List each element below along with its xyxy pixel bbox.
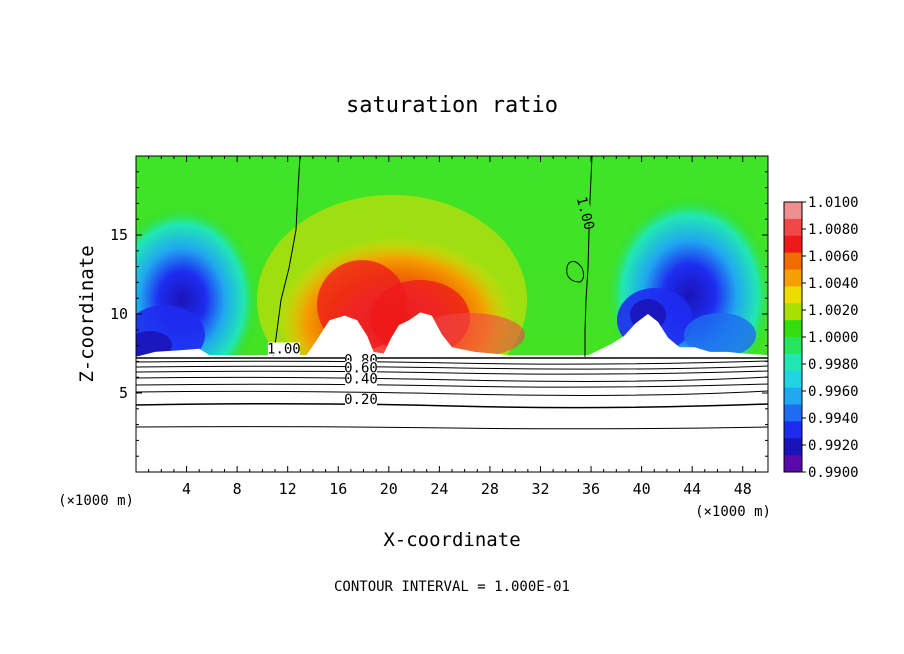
x-tick-label: 4	[182, 480, 191, 498]
colorbar-label: 1.0040	[808, 276, 859, 292]
x-tick-label: 12	[279, 480, 297, 498]
colorbar-swatch	[784, 370, 802, 389]
contour-label: 0.60	[344, 360, 378, 376]
terrain	[136, 312, 768, 472]
x-tick-label: 20	[380, 480, 398, 498]
x-tick-label: 32	[531, 480, 549, 498]
x-tick-label: 8	[233, 480, 242, 498]
colorbar-swatch	[784, 235, 802, 254]
y-tick-label: 10	[110, 305, 128, 323]
colorbar-label: 0.9960	[808, 384, 859, 400]
plot-area: 1.001.000.800.600.400.20 4 8 12 16 20 24 28 32 3…	[110, 155, 769, 498]
colorbar-label: 1.0080	[808, 222, 859, 238]
contour-interval-note: CONTOUR INTERVAL = 1.000E-01	[334, 579, 570, 595]
contour-label-bg	[574, 196, 596, 231]
colorbar-swatch	[784, 269, 802, 287]
colorbar-swatch	[784, 286, 802, 304]
contour-label: 1.00	[267, 342, 301, 358]
contour-label-bg	[344, 393, 377, 407]
colorbar-label: 0.9940	[808, 411, 859, 427]
contour-label-bg	[344, 361, 377, 375]
colorbar-swatch	[784, 387, 802, 405]
x-axis: 4 8 12 16 20 24 28 32 36 40 44 48	[148, 156, 756, 498]
colorbar-label: 0.9900	[808, 465, 859, 481]
colorbar-label: 0.9920	[808, 438, 859, 454]
colorbar-swatch	[784, 421, 802, 439]
colorbar-swatch	[784, 438, 802, 456]
colorbar: 1.0100 1.0080 1.0060 1.0040 1.0020 1.0000 0.99…	[783, 195, 859, 481]
colorbar-swatch	[784, 320, 802, 338]
colorbar-swatch	[784, 303, 802, 321]
colorbar-label: 0.9980	[808, 357, 859, 373]
colorbar-swatch	[784, 252, 802, 270]
terrain-shape	[136, 312, 768, 472]
x-unit-label-left: (×1000 m)	[58, 493, 134, 509]
colorbar-label: 1.0000	[808, 330, 859, 346]
x-tick-label: 24	[430, 480, 448, 498]
colorbar-swatch	[784, 202, 802, 220]
contour-label-bg	[344, 372, 377, 386]
y-tick-label: 5	[119, 384, 128, 402]
x-unit-label-right: (×1000 m)	[695, 504, 771, 520]
x-tick-label: 48	[734, 480, 752, 498]
colorbar-label: 1.0060	[808, 249, 859, 265]
colorbar-swatch	[784, 404, 802, 422]
colorbar-swatch	[784, 337, 802, 355]
contour-label-bg	[267, 342, 300, 356]
x-tick-label: 28	[481, 480, 499, 498]
colorbar-label: 1.0020	[808, 303, 859, 319]
contour-lines	[136, 156, 768, 430]
contour-label: 0.40	[344, 372, 378, 388]
colorbar-swatch	[784, 218, 802, 237]
y-axis: 5 10 15	[110, 171, 768, 457]
x-axis-label: X-coordinate	[383, 529, 520, 551]
contour-label: 0.20	[344, 392, 378, 408]
x-tick-label: 36	[582, 480, 600, 498]
x-tick-label: 44	[683, 480, 701, 498]
x-tick-label: 16	[329, 480, 347, 498]
colorbar-swatch	[784, 455, 802, 473]
x-tick-label: 40	[633, 480, 651, 498]
y-axis-label: Z-coordinate	[76, 245, 98, 382]
y-tick-label: 15	[110, 226, 128, 244]
colorbar-swatch	[784, 353, 802, 372]
colorbar-label: 1.0100	[808, 195, 859, 211]
chart-title: saturation ratio	[346, 93, 558, 118]
